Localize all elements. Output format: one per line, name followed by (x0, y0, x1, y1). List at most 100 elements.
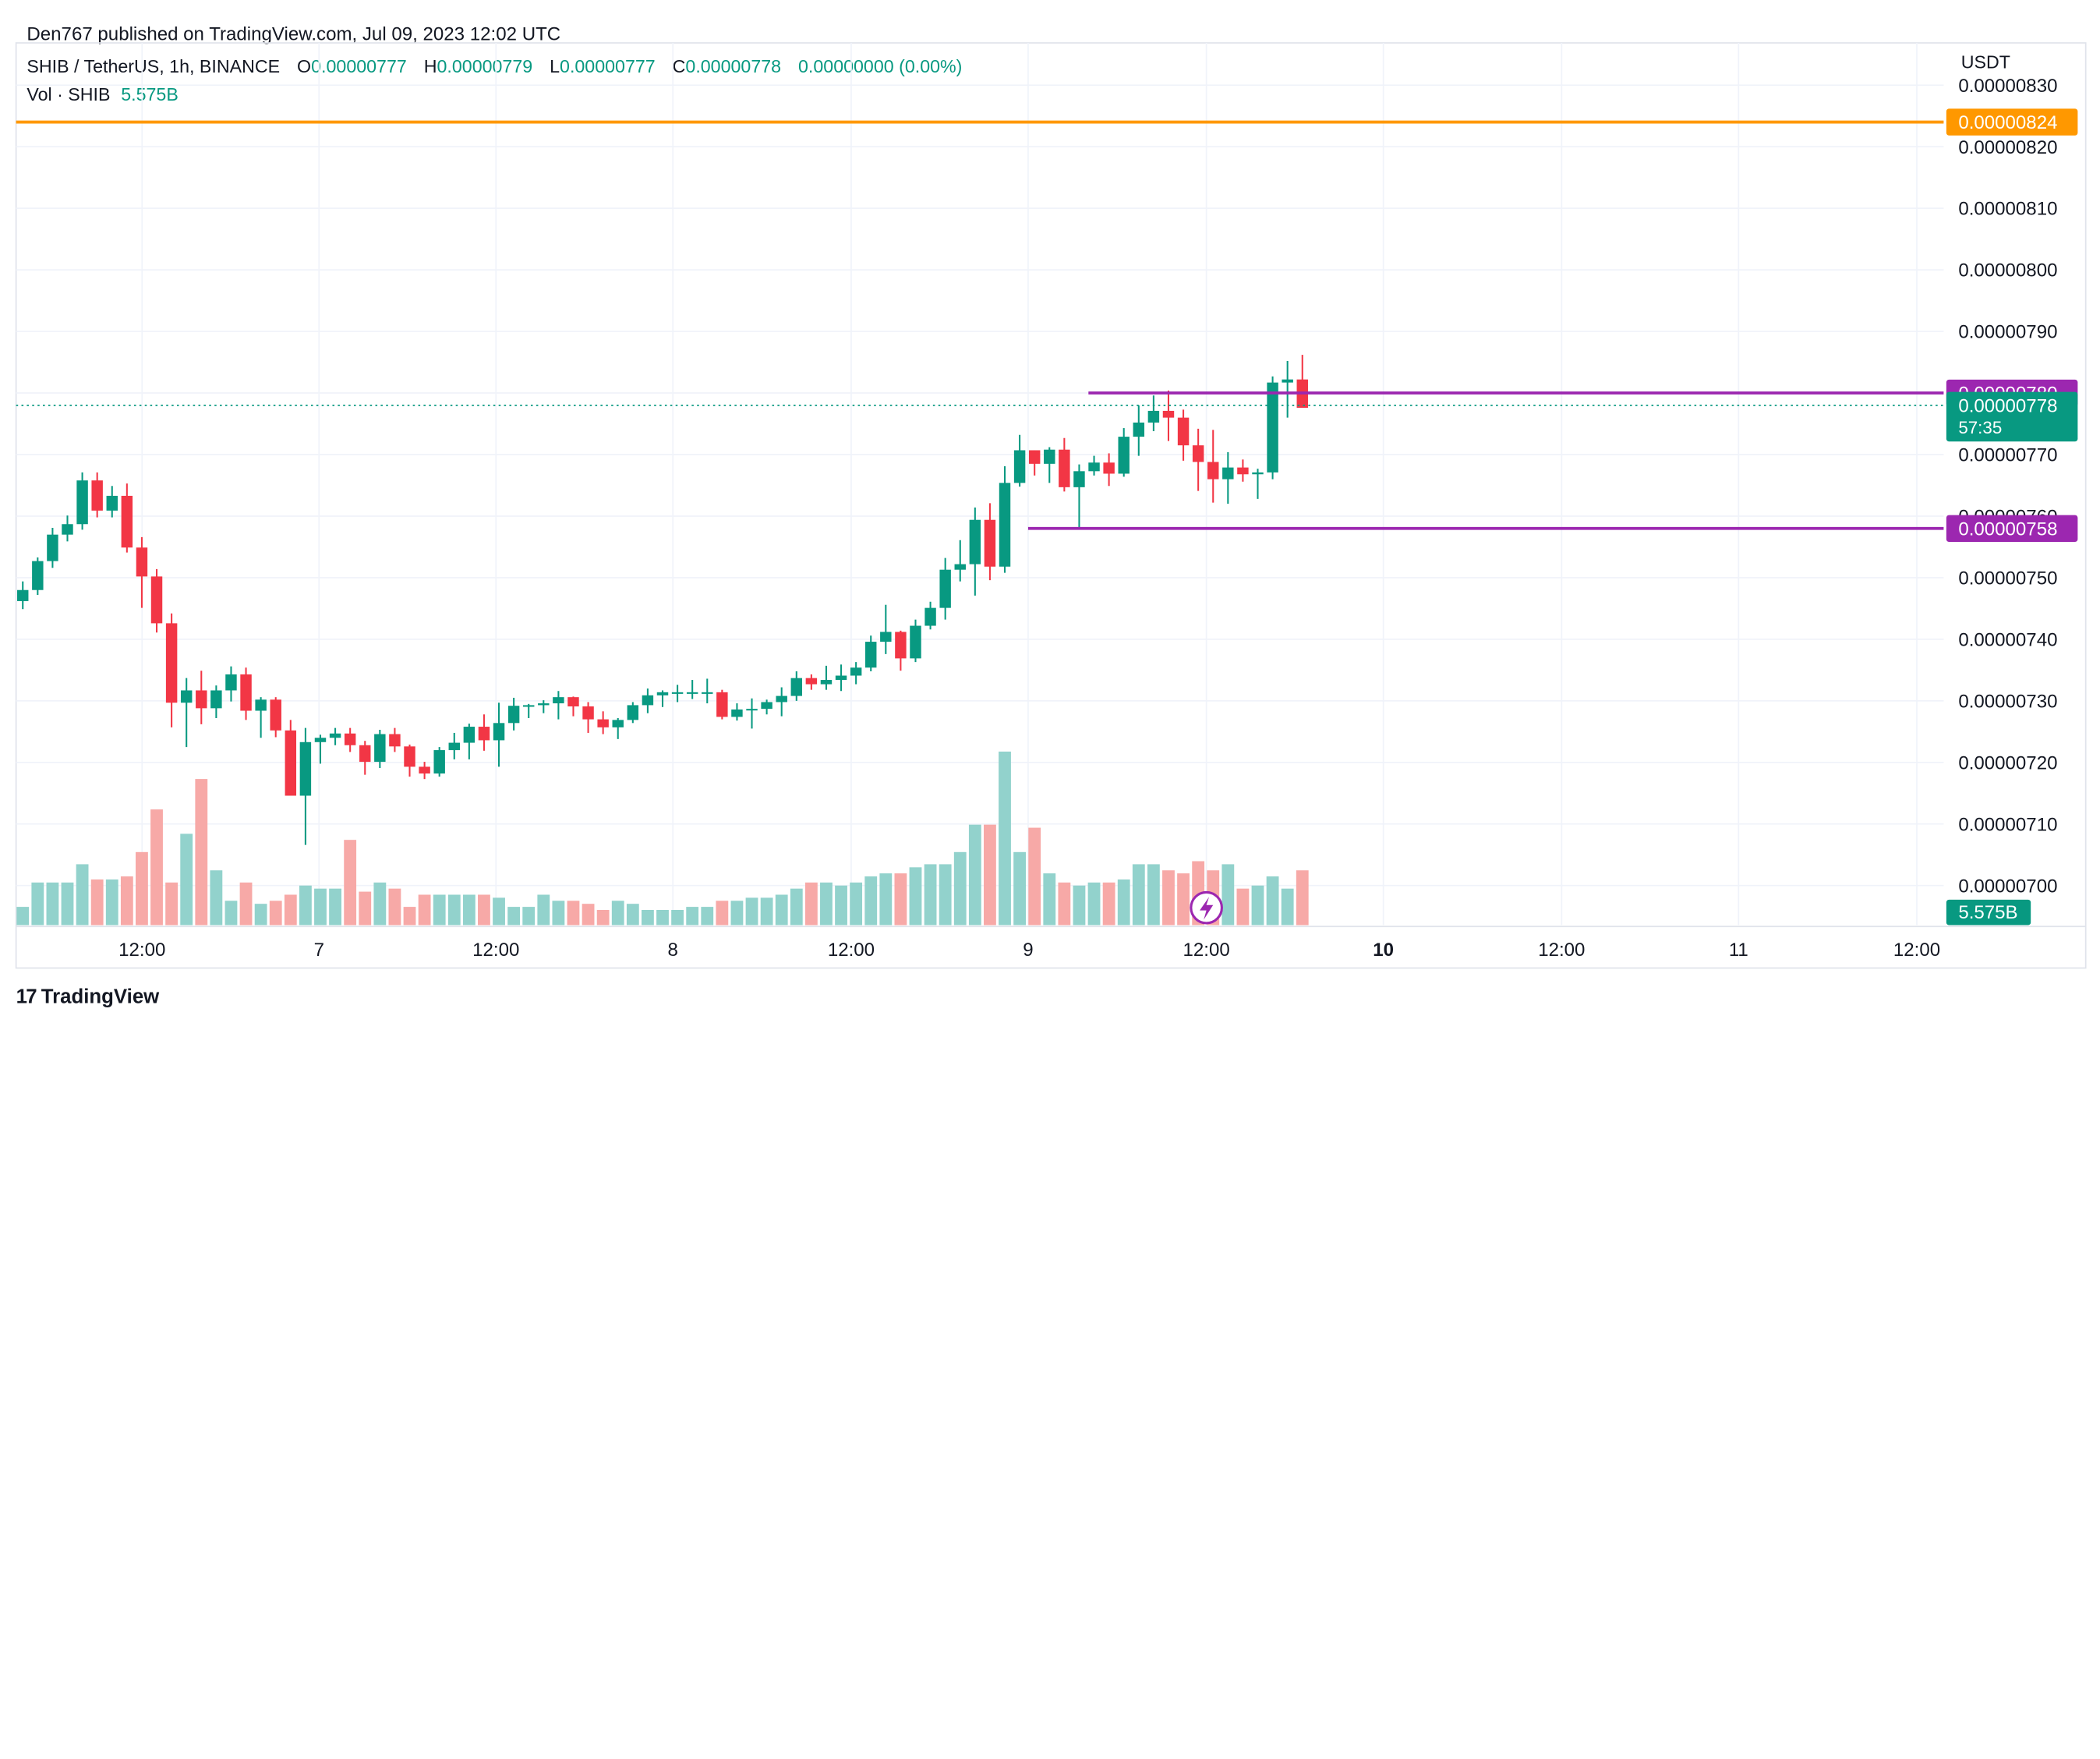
chart-frame (15, 42, 2087, 969)
price-tick-label: 0.00000700 (1958, 876, 2057, 897)
time-tick-label: 12:00 (472, 940, 519, 961)
volume-bar (716, 901, 729, 926)
candle (121, 483, 133, 553)
candle (433, 747, 445, 777)
candle-body (106, 495, 118, 511)
price-axis-unit[interactable]: USDT (1960, 52, 2010, 73)
volume-bar (1281, 888, 1294, 926)
volume-bar (582, 904, 595, 926)
candle-body (1267, 382, 1278, 472)
candle (850, 662, 862, 685)
volume-bar (1087, 882, 1101, 926)
volume-bar (522, 907, 536, 926)
last-price-label: 0.00000778 (1958, 395, 2057, 416)
candle (1237, 459, 1249, 482)
candle-body (656, 692, 669, 695)
candle (62, 515, 73, 542)
volume-bar (552, 901, 565, 926)
candle (255, 697, 267, 738)
open-label: O (297, 56, 312, 77)
candle (999, 466, 1011, 573)
volume-bar (314, 888, 327, 926)
candle (553, 691, 564, 720)
volume-bar (879, 873, 893, 926)
candle-body (493, 723, 505, 741)
candle-body (196, 690, 207, 709)
candle (776, 687, 787, 717)
candle (612, 717, 624, 739)
volume-bar (16, 907, 30, 926)
candle (210, 685, 222, 718)
volume-bar (1043, 873, 1056, 926)
price-chart[interactable]: 0.00000830 0.00000820 0.00000810 0.00000800… (0, 0, 2099, 1023)
time-tick-label: 10 (1373, 940, 1394, 961)
candle (1296, 355, 1308, 408)
volume-bar (1296, 870, 1309, 926)
candle (359, 741, 371, 775)
realtime-bolt-icon[interactable] (1190, 890, 1223, 925)
publisher-line: Den767 published on TradingView.com, Jul… (27, 23, 561, 44)
candle (76, 472, 88, 530)
candle (1252, 469, 1264, 499)
volume-bars (16, 751, 1309, 926)
volume-bar (46, 882, 59, 926)
candle (91, 472, 103, 518)
candle (285, 720, 297, 796)
candle-body (165, 623, 178, 703)
candle (32, 557, 44, 596)
candle-body (999, 483, 1011, 567)
candle-body (865, 642, 877, 668)
volume-bar (136, 851, 148, 926)
volume-bar (433, 894, 446, 926)
level-lines (16, 120, 1944, 530)
candle (448, 732, 460, 759)
candle (196, 671, 207, 724)
candle-body (17, 589, 29, 601)
price-tick-label: 0.00000720 (1958, 752, 2057, 773)
candle (106, 486, 118, 518)
candle (165, 613, 178, 727)
candle-body (835, 675, 847, 681)
candle-body (746, 709, 758, 711)
candle (1147, 395, 1160, 432)
volume-bar (642, 909, 654, 926)
price-tag-bg (1946, 515, 2078, 542)
candle (582, 702, 594, 733)
volume-bar (909, 867, 922, 926)
volume-bar (1058, 882, 1071, 926)
price-tick-label: 0.00000810 (1958, 199, 2057, 220)
time-tick-label: 12:00 (1183, 940, 1230, 961)
price-tick-label: 0.00000740 (1958, 630, 2057, 651)
volume-bar (790, 888, 803, 926)
volume-bar (894, 873, 907, 926)
volume-bar (1221, 864, 1235, 926)
candle-body (1162, 410, 1175, 418)
symbol-title[interactable]: SHIB / TetherUS, 1h, BINANCE (27, 56, 281, 77)
open-value: 0.00000777 (311, 56, 407, 77)
candle (954, 540, 966, 582)
candle (686, 680, 698, 699)
candle-body (270, 699, 281, 731)
candle (656, 690, 669, 707)
price-tick-label: 0.00000710 (1958, 814, 2057, 835)
candle-body (702, 692, 713, 694)
candle-body (463, 727, 476, 743)
volume-bar (239, 882, 253, 926)
candle (702, 678, 713, 704)
volume-bar (820, 882, 833, 926)
volume-bar (686, 907, 699, 926)
candle-body (255, 699, 267, 711)
candle (344, 727, 356, 752)
candle (1222, 451, 1234, 504)
price-tick-label: 0.00000770 (1958, 445, 2057, 466)
symbol-legend: SHIB / TetherUS, 1h, BINANCE O0.00000777… (27, 56, 974, 76)
candle-body (240, 674, 252, 711)
candle-body (359, 745, 371, 763)
candle (671, 685, 684, 703)
candle (404, 744, 415, 777)
volume-bar (953, 851, 967, 926)
volume-bar (478, 894, 490, 926)
candle (389, 727, 401, 752)
tradingview-logo[interactable]: 17 TradingView (16, 986, 160, 1008)
last-price-tag: 0.00000778 57:35 (1946, 391, 2078, 442)
